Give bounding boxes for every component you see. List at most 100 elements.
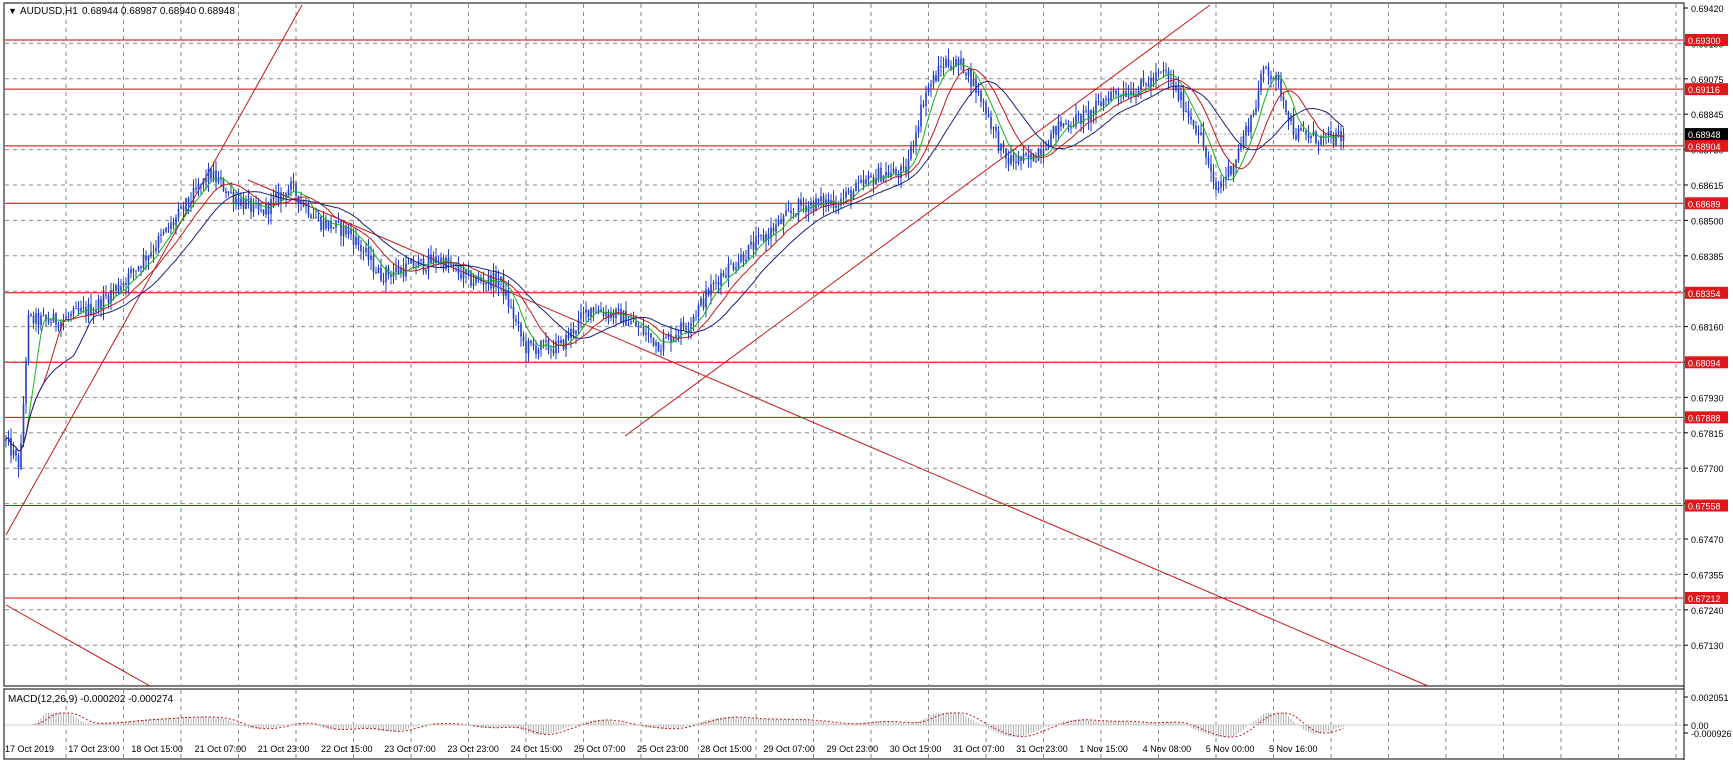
ma-slow-line bbox=[5, 80, 1344, 452]
candle-body bbox=[885, 172, 887, 176]
candle-body bbox=[190, 202, 192, 205]
candle-body bbox=[1087, 110, 1090, 121]
candle-body bbox=[340, 221, 342, 237]
candle-body bbox=[1285, 100, 1287, 113]
candle-body bbox=[1335, 132, 1337, 145]
candle-body bbox=[192, 187, 195, 203]
candle-body bbox=[645, 332, 647, 335]
trendline-up-2[interactable] bbox=[624, 4, 1211, 437]
candle-body bbox=[910, 145, 912, 159]
candle-body bbox=[1320, 135, 1322, 145]
candle-body bbox=[552, 349, 555, 354]
candle-body bbox=[950, 65, 952, 70]
triangle-down-icon[interactable]: ▼ bbox=[8, 6, 17, 16]
candle-body bbox=[1305, 131, 1307, 135]
candle-body bbox=[742, 254, 745, 262]
candle-body bbox=[762, 234, 765, 242]
candle-body bbox=[35, 313, 37, 324]
candle-body bbox=[757, 235, 760, 237]
candle-body bbox=[10, 437, 12, 456]
candle-body bbox=[1200, 132, 1202, 135]
candle-body bbox=[1125, 91, 1127, 97]
candle-body bbox=[1055, 125, 1057, 136]
candle-body bbox=[557, 341, 560, 343]
candle-body bbox=[1195, 125, 1197, 133]
time-tick-label: 23 Oct 07:00 bbox=[384, 744, 436, 754]
candle-body bbox=[157, 235, 160, 248]
candle-body bbox=[72, 308, 75, 314]
trendline-down-2[interactable] bbox=[5, 604, 151, 687]
candle-body bbox=[477, 277, 480, 279]
candle-body bbox=[1037, 149, 1040, 161]
candle-body bbox=[285, 193, 287, 197]
candle-body bbox=[1080, 113, 1082, 124]
candle-body bbox=[897, 174, 900, 179]
candle-body bbox=[245, 199, 247, 209]
candle-body bbox=[1130, 91, 1132, 96]
candle-body bbox=[275, 191, 277, 197]
candle-body bbox=[102, 294, 105, 310]
candle-body bbox=[260, 209, 262, 211]
candle-body bbox=[317, 216, 320, 218]
candle-body bbox=[932, 75, 935, 85]
candle-body bbox=[855, 182, 857, 192]
candle-body bbox=[215, 170, 217, 183]
candle-body bbox=[522, 336, 525, 342]
candle-body bbox=[1280, 79, 1282, 97]
price-tick-label: 0.67240 bbox=[1691, 606, 1724, 616]
time-tick-label: 29 Oct 23:00 bbox=[827, 744, 879, 754]
candle-body bbox=[877, 167, 880, 179]
candle-body bbox=[1000, 143, 1002, 151]
candle-body bbox=[700, 298, 702, 306]
macd-indicator bbox=[5, 712, 1683, 738]
candle-body bbox=[1117, 94, 1120, 96]
candle-body bbox=[420, 258, 422, 261]
candle-body bbox=[840, 198, 842, 206]
candle-body bbox=[1170, 78, 1172, 80]
candle-body bbox=[777, 219, 780, 225]
candle-body bbox=[457, 265, 460, 274]
candle-body bbox=[132, 269, 135, 272]
candle-body bbox=[1165, 69, 1167, 71]
candle-body bbox=[822, 196, 825, 207]
price-tick-label: 0.67355 bbox=[1691, 570, 1724, 580]
candle-body bbox=[905, 166, 907, 173]
main-chart-panel[interactable] bbox=[3, 2, 1685, 687]
candle-body bbox=[37, 313, 40, 326]
candle-body bbox=[1215, 181, 1217, 191]
candle-body bbox=[377, 267, 380, 273]
macd-tick-label: -0.000926 bbox=[1691, 729, 1732, 739]
candle-body bbox=[162, 231, 165, 235]
price-tick-label: 0.67700 bbox=[1691, 464, 1724, 474]
candle-body bbox=[717, 282, 720, 286]
candle-body bbox=[1115, 90, 1117, 95]
candle-body bbox=[740, 254, 742, 262]
candle-body bbox=[367, 247, 370, 260]
time-tick-label: 25 Oct 23:00 bbox=[637, 744, 689, 754]
time-tick-label: 1 Nov 15:00 bbox=[1079, 744, 1128, 754]
candle-body bbox=[545, 340, 547, 342]
candle-body bbox=[955, 59, 957, 67]
candle-body bbox=[55, 313, 57, 325]
candle-body bbox=[847, 190, 850, 192]
candle-body bbox=[20, 443, 22, 469]
candle-body bbox=[802, 205, 805, 207]
candle-body bbox=[117, 285, 120, 291]
candle-body bbox=[820, 196, 822, 202]
candle-body bbox=[42, 315, 45, 317]
candle-body bbox=[790, 210, 792, 213]
candle-body bbox=[1322, 135, 1325, 137]
candle-body bbox=[485, 283, 487, 285]
candle-body bbox=[1092, 110, 1095, 114]
candle-body bbox=[965, 72, 967, 76]
candle-body bbox=[747, 244, 750, 260]
candle-body bbox=[720, 273, 722, 286]
candle-body bbox=[1147, 84, 1150, 87]
price-tick-label: 0.68160 bbox=[1691, 323, 1724, 333]
candle-body bbox=[582, 312, 585, 314]
candle-body bbox=[647, 332, 650, 334]
candle-body bbox=[247, 198, 250, 200]
candle-body bbox=[567, 334, 570, 339]
trendline-down-1[interactable] bbox=[247, 179, 1429, 687]
